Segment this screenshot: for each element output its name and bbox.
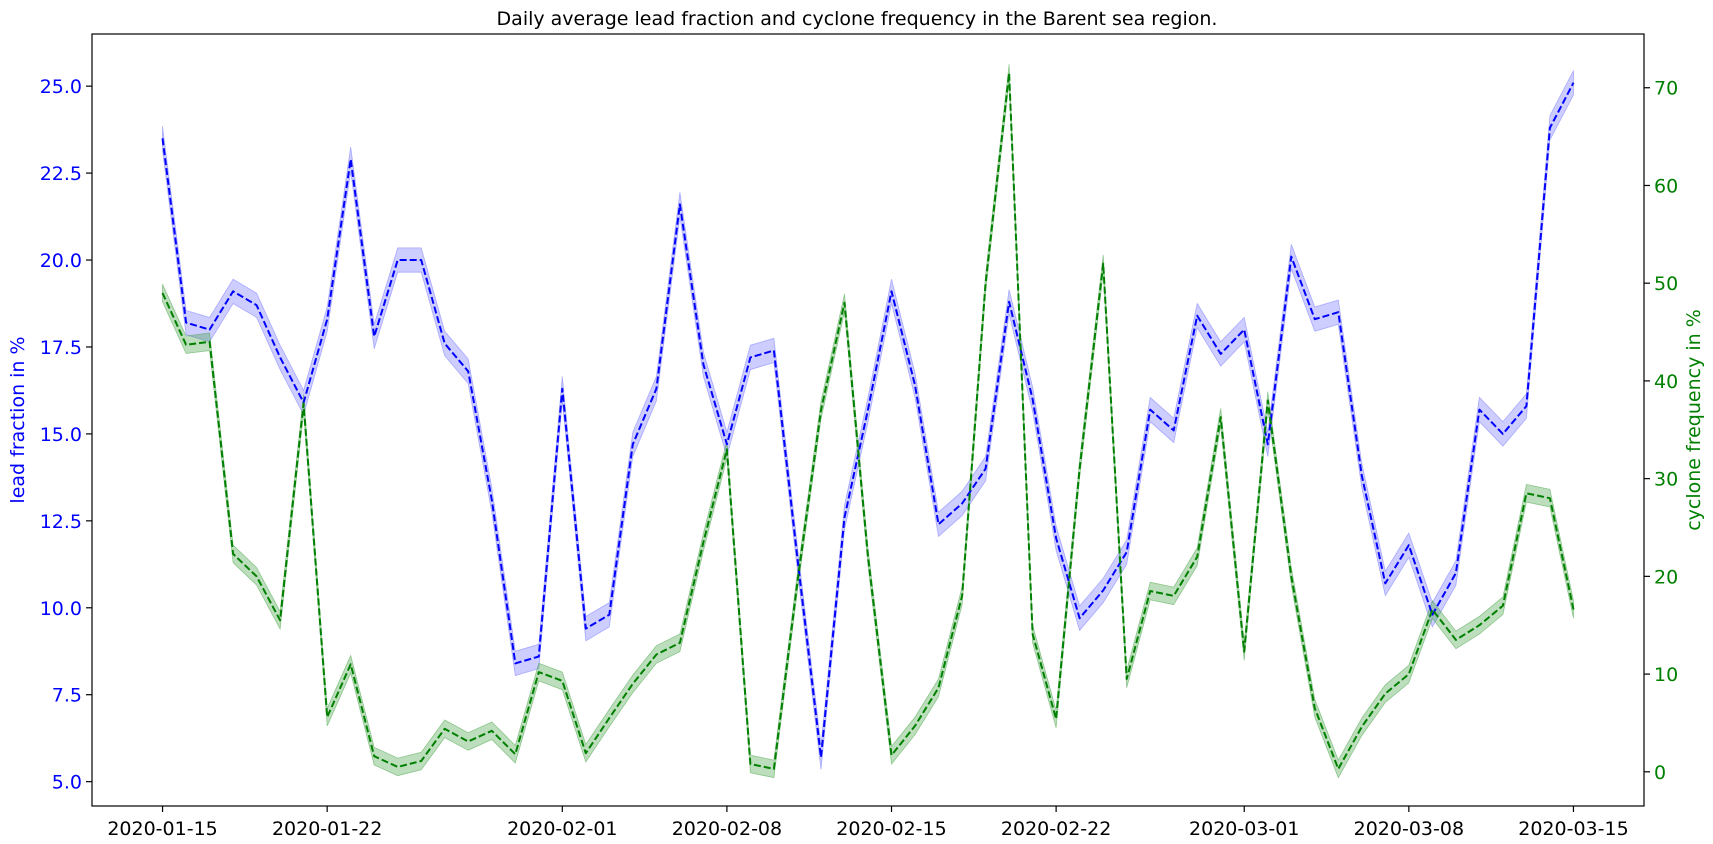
left-tick-label: 20.0 — [40, 250, 82, 272]
right-tick-label: 40 — [1654, 371, 1678, 393]
x-tick-label: 2020-01-22 — [272, 818, 382, 840]
x-axis: 2020-01-15 2020-01-22 2020-02-01 2020-02-08… — [107, 806, 1629, 840]
right-tick-label: 0 — [1654, 762, 1666, 784]
series-0-band — [162, 70, 1574, 770]
x-tick-label: 2020-03-08 — [1354, 818, 1464, 840]
left-y-axis: 5.0 7.5 10.0 12.5 15.0 17.5 20.0 22.5 25.0 — [40, 76, 92, 794]
right-tick-label: 10 — [1654, 664, 1678, 686]
left-tick-label: 22.5 — [40, 163, 82, 185]
right-tick-label: 20 — [1654, 566, 1678, 588]
right-tick-label: 70 — [1654, 78, 1678, 100]
right-y-axis: 0 10 20 30 40 50 60 70 — [1644, 78, 1678, 784]
right-tick-label: 50 — [1654, 273, 1678, 295]
left-tick-label: 15.0 — [40, 424, 82, 446]
chart-title: Daily average lead fraction and cyclone … — [497, 8, 1218, 30]
confidence-bands — [162, 64, 1574, 779]
x-tick-label: 2020-02-22 — [1001, 818, 1111, 840]
x-tick-label: 2020-01-15 — [107, 818, 217, 840]
x-tick-label: 2020-03-01 — [1189, 818, 1299, 840]
left-tick-label: 25.0 — [40, 76, 82, 98]
right-tick-label: 60 — [1654, 175, 1678, 197]
left-axis-label: lead fraction in % — [7, 336, 29, 503]
x-tick-label: 2020-02-01 — [507, 818, 617, 840]
x-tick-label: 2020-03-15 — [1518, 818, 1628, 840]
left-tick-label: 5.0 — [52, 772, 82, 794]
left-tick-label: 10.0 — [40, 598, 82, 620]
left-tick-label: 7.5 — [52, 685, 82, 707]
left-tick-label: 17.5 — [40, 337, 82, 359]
right-tick-label: 30 — [1654, 469, 1678, 491]
series-1-band — [162, 64, 1574, 779]
series-lines — [161, 72, 1575, 770]
x-tick-label: 2020-02-15 — [836, 818, 946, 840]
plot-area-frame — [91, 33, 1645, 807]
left-tick-label: 12.5 — [40, 511, 82, 533]
right-axis-label: cyclone frequency in % — [1683, 309, 1705, 531]
x-tick-label: 2020-02-08 — [672, 818, 782, 840]
series-0-line — [161, 82, 1575, 759]
